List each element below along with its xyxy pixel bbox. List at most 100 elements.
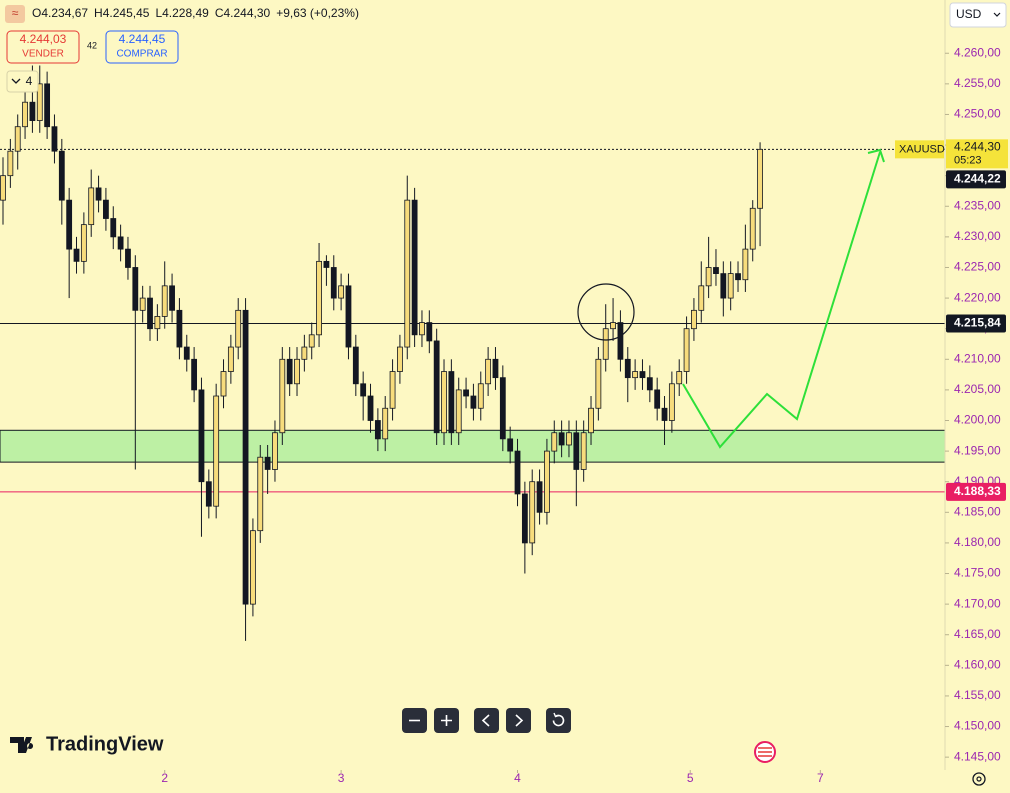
- candle-body: [257, 456, 264, 532]
- candle-body: [279, 358, 286, 434]
- settings-icon[interactable]: [972, 772, 986, 786]
- candle-body: [176, 309, 183, 348]
- scroll-right-button[interactable]: [506, 708, 531, 733]
- candle-body: [191, 358, 198, 391]
- candle-body: [639, 371, 646, 379]
- candle-body: [529, 481, 536, 544]
- candle-body: [720, 273, 727, 299]
- candle-body: [117, 236, 124, 250]
- candle-body: [125, 248, 131, 268]
- candle-body: [213, 395, 220, 507]
- candle-body: [169, 285, 175, 311]
- candle-body: [345, 285, 352, 348]
- y-tick-label: 4.205,00: [954, 382, 1001, 396]
- sell-button[interactable]: [6, 30, 80, 64]
- right-icon: [515, 714, 524, 727]
- candle-body: [411, 199, 418, 336]
- candle-body: [507, 438, 514, 452]
- currency-select[interactable]: [949, 2, 1007, 28]
- candle-body: [36, 83, 43, 121]
- candle-body: [551, 432, 558, 452]
- scroll-left-button[interactable]: [474, 708, 499, 733]
- buy-button[interactable]: [105, 30, 179, 64]
- candle-body: [455, 389, 462, 434]
- currency: USD: [956, 7, 982, 21]
- candle-body: [735, 273, 741, 281]
- y-tick-label: 4.170,00: [954, 596, 1001, 610]
- price-badge: [946, 314, 1006, 333]
- brand-name: TradingView: [46, 733, 164, 755]
- reset-button[interactable]: [546, 708, 571, 733]
- indicator-toggle[interactable]: [6, 70, 39, 93]
- price-badge: [946, 482, 1006, 501]
- candle-body: [242, 309, 249, 605]
- candle-body: [110, 218, 117, 238]
- candle-body: [66, 199, 73, 250]
- brand-logo: [10, 737, 34, 753]
- y-tick-label: 4.225,00: [954, 260, 1001, 274]
- candle-body: [698, 285, 705, 311]
- candle-body: [227, 346, 234, 372]
- candle-body: [683, 328, 690, 372]
- ohlc-field: C4.244,30: [215, 6, 271, 20]
- candle-body: [367, 395, 374, 421]
- candle-body: [470, 395, 477, 409]
- candle-body: [14, 126, 21, 152]
- ohlc-field: L4.228,49: [155, 6, 209, 20]
- candle-body: [301, 346, 308, 360]
- candle-body: [588, 407, 594, 434]
- candle-body: [499, 377, 506, 440]
- y-tick-label: 4.200,00: [954, 413, 1001, 427]
- y-tick-label: 4.165,00: [954, 627, 1001, 641]
- y-tick-label: 4.220,00: [954, 290, 1001, 304]
- forecast-arrowhead: [867, 148, 885, 163]
- price-badge-label: 4.188,33: [954, 484, 1001, 498]
- x-tick-label: 4: [514, 771, 521, 785]
- y-tick-label: 4.235,00: [954, 198, 1001, 212]
- buy-label: COMPRAR: [116, 49, 167, 60]
- candle-body: [316, 260, 322, 336]
- candle-body: [713, 267, 719, 275]
- candle-body: [183, 346, 190, 360]
- candle-body: [330, 267, 337, 299]
- candle-body: [139, 297, 146, 311]
- candle-body: [147, 297, 153, 330]
- symbol-badge: [895, 140, 944, 159]
- symbol-badge-label: XAUUSD: [899, 143, 945, 155]
- candle-body: [668, 383, 675, 421]
- price-change: +9,63 (+0,23%): [276, 6, 359, 20]
- candle-body: [727, 273, 734, 299]
- y-tick-label: 4.210,00: [954, 351, 1001, 365]
- settings-icon-core: [976, 776, 982, 782]
- support-zone: [0, 429, 946, 463]
- candle-body: [632, 371, 639, 379]
- plus-icon: [441, 715, 452, 726]
- ohlc-field: H4.245,45: [94, 6, 150, 20]
- candle-body: [235, 309, 242, 348]
- y-tick-label: 4.230,00: [954, 229, 1001, 243]
- candle-body: [308, 334, 315, 348]
- forecast-path: [682, 151, 881, 449]
- y-tick-label: 4.260,00: [954, 45, 1001, 59]
- candle-body: [646, 377, 653, 391]
- x-tick-label: 5: [687, 771, 694, 785]
- candle-body: [250, 530, 256, 605]
- candle-body: [566, 432, 572, 446]
- candle-body: [610, 322, 616, 330]
- reset-arrow: [553, 712, 560, 718]
- ohlc-header: O4.234,67 H4.245,45 L4.228,49 C4.244,30 +9,6…: [32, 6, 359, 20]
- symbol-icon: [5, 5, 25, 23]
- zoom-toolbar: [402, 708, 571, 733]
- x-tick-label: 2: [161, 771, 168, 785]
- candle-body: [382, 407, 389, 440]
- candle-body: [514, 450, 521, 495]
- y-tick-label: 4.250,00: [954, 107, 1001, 121]
- indicator-count: 4: [26, 74, 33, 88]
- flag-stripes: [758, 747, 772, 757]
- y-tick-label: 4.175,00: [954, 566, 1001, 580]
- candle-body: [323, 260, 330, 268]
- candle-body: [536, 481, 543, 513]
- candle-body: [95, 187, 102, 201]
- buy-price: 4.244,45: [119, 32, 166, 46]
